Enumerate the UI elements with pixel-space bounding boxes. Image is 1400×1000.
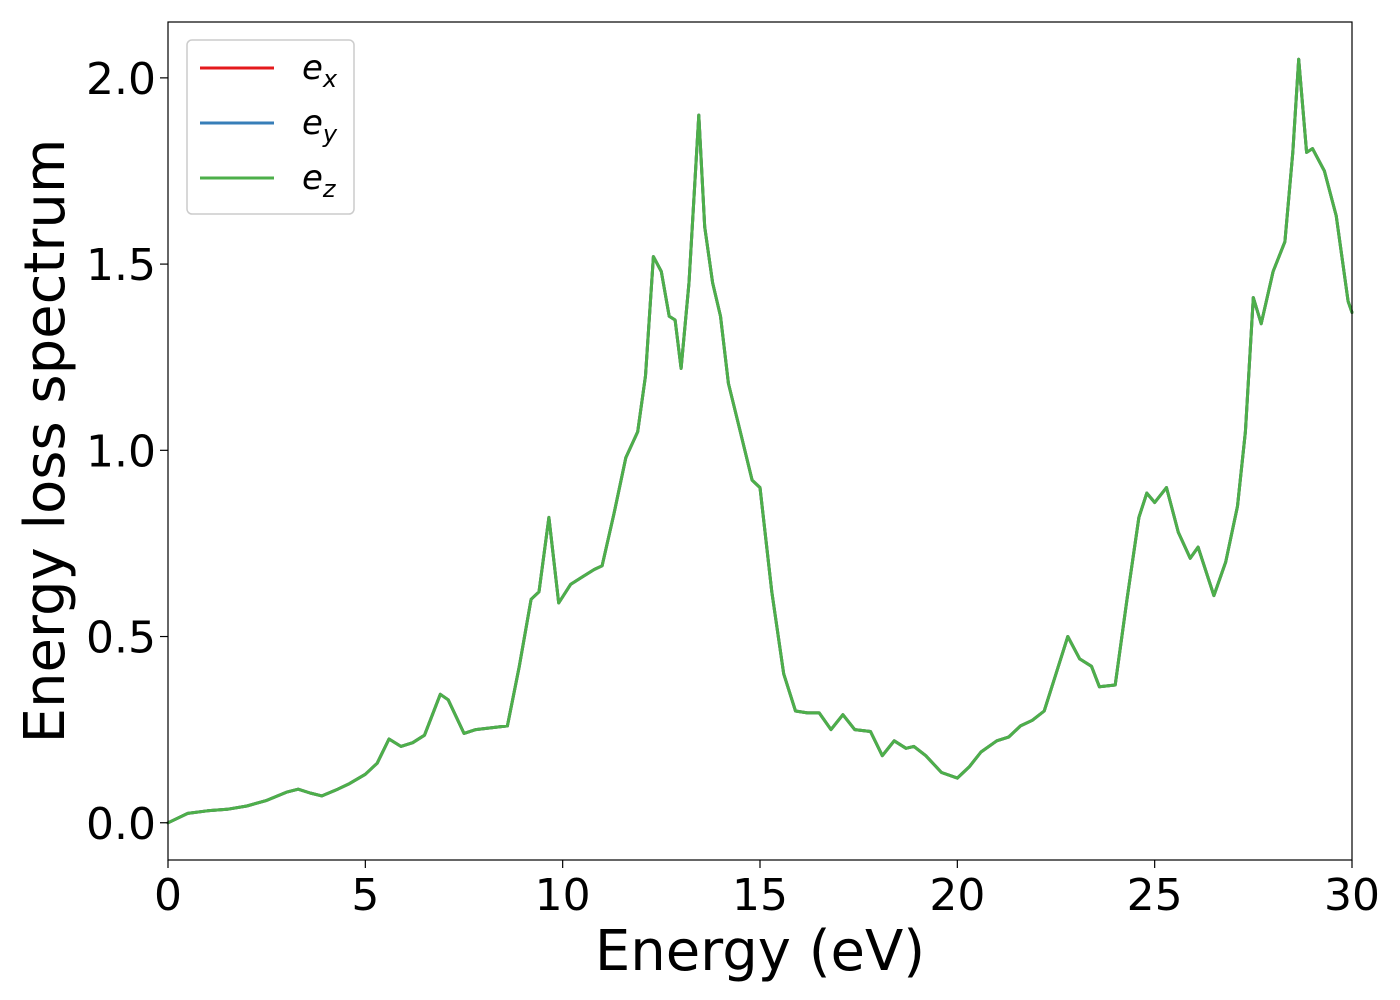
x-tick-label: 30 <box>1324 870 1380 921</box>
y-tick-label: 1.5 <box>86 240 156 291</box>
y-tick-label: 2.0 <box>86 54 156 105</box>
legend-label-z: ez <box>302 158 337 203</box>
legend-label-base: e <box>302 103 323 143</box>
legend-box <box>186 39 355 215</box>
x-axis: 0 5 10 15 20 25 30 <box>154 860 1380 921</box>
legend-label-subscript: y <box>322 120 338 148</box>
series-layer <box>166 57 1354 825</box>
x-tick-label: 10 <box>535 870 591 921</box>
legend-label-subscript: z <box>322 175 337 203</box>
y-tick-label: 1.0 <box>86 426 156 477</box>
y-tick-label: 0.0 <box>86 799 156 850</box>
x-axis-title: Energy (eV) <box>595 919 925 984</box>
legend-label-x: ex <box>302 48 338 93</box>
x-tick-label: 25 <box>1127 870 1183 921</box>
x-tick-label: 15 <box>732 870 788 921</box>
legend-label-base: e <box>302 48 323 88</box>
y-tick-label: 0.5 <box>86 613 156 664</box>
x-tick-label: 20 <box>929 870 985 921</box>
x-tick-label: 5 <box>351 870 379 921</box>
y-axis: 0.0 0.5 1.0 1.5 2.0 <box>86 54 168 850</box>
legend-label-subscript: x <box>322 65 338 93</box>
legend-label-y: ey <box>302 103 338 148</box>
legend-label-base: e <box>302 158 323 198</box>
x-tick-label: 0 <box>154 870 182 921</box>
y-axis-title: Energy loss spectrum <box>13 139 78 744</box>
series-line-e-z <box>166 57 1354 825</box>
